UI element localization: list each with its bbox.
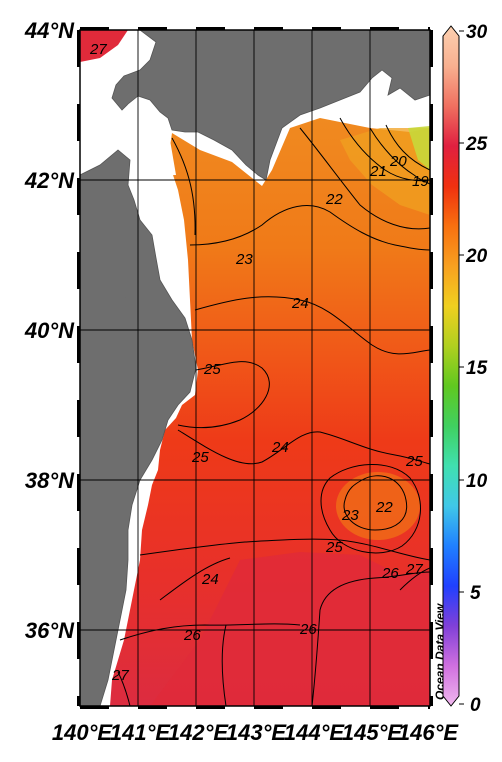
contour-label: 21	[369, 163, 387, 180]
land-island	[98, 236, 120, 262]
contour-label: 26	[299, 621, 317, 638]
frame-segment	[430, 622, 433, 659]
frame-segment	[196, 706, 225, 709]
contour-label: 27	[111, 667, 129, 684]
colorbar-label: 0	[470, 695, 481, 716]
lon-label: 143°E	[226, 720, 288, 745]
lon-label: 142°E	[168, 720, 230, 745]
contour-label: 23	[341, 507, 359, 524]
frame-segment	[430, 696, 433, 706]
colorbar-tick-marks	[459, 30, 464, 705]
contour-label: 20	[389, 153, 407, 170]
lat-label: 40°N	[24, 318, 75, 343]
colorbar-label: 30	[466, 22, 488, 43]
frame-segment	[77, 30, 80, 67]
frame-segment	[77, 696, 80, 706]
frame-segment	[428, 27, 430, 30]
frame-segment	[77, 252, 80, 289]
contour-label: 25	[405, 453, 423, 470]
frame-segment	[77, 326, 80, 363]
frame-segment	[138, 706, 167, 709]
colorbar-label: 25	[465, 134, 488, 155]
frame-segment	[430, 400, 433, 437]
contour-label: 19	[412, 173, 429, 190]
lon-labels: 140°E 141°E 142°E 143°E 144°E 145°E 146°…	[52, 720, 460, 745]
lon-label: 146°E	[398, 720, 460, 745]
frame-segment	[77, 622, 80, 659]
land-island-2	[118, 296, 132, 316]
frame-segment	[138, 27, 167, 30]
contour-label: 27	[89, 41, 107, 58]
contour-lines	[117, 117, 430, 706]
colorbar-gradient	[442, 25, 460, 707]
frame-segment	[77, 548, 80, 585]
contour-label: 26	[381, 565, 399, 582]
frame-segment	[430, 474, 433, 511]
sst-warm-band	[150, 552, 430, 706]
tsugaru-strait	[128, 140, 176, 176]
contour-labels: 27 21 20 19 22 23 24 25 25 24 25 23 22 2…	[89, 41, 429, 684]
colorbar-label: 20	[465, 246, 488, 267]
frame-segment	[430, 252, 433, 289]
frame-segment	[430, 178, 433, 215]
lon-label: 140°E	[52, 720, 114, 745]
frame-segment	[80, 706, 109, 709]
contour-label: 25	[191, 449, 209, 466]
frame-segment	[254, 706, 283, 709]
colorbar-label: 5	[470, 583, 481, 604]
lat-label: 42°N	[24, 168, 75, 193]
contour-label: 25	[203, 361, 221, 378]
lat-labels: 44°N 42°N 40°N 38°N 36°N	[24, 18, 75, 643]
contour-label: 22	[325, 191, 343, 208]
contour-label: 27	[405, 561, 423, 578]
lon-label: 145°E	[342, 720, 404, 745]
contour-label: 24	[291, 295, 309, 312]
frame-segment	[77, 474, 80, 511]
lon-label: 144°E	[284, 720, 346, 745]
sst-cool-patch-2	[408, 126, 430, 170]
frame-segment	[430, 548, 433, 585]
lon-label: 141°E	[110, 720, 172, 745]
frame-segment	[430, 326, 433, 363]
frame-segment	[428, 706, 430, 709]
frame-segment	[370, 27, 399, 30]
frame-ticks	[77, 27, 433, 709]
frame-segment	[254, 27, 283, 30]
frame-segment	[370, 706, 399, 709]
lat-label: 36°N	[25, 618, 75, 643]
frame-segment	[77, 104, 80, 141]
frame-segment	[312, 27, 341, 30]
frame-segment	[77, 400, 80, 437]
frame-segment	[77, 178, 80, 215]
contour-label: 24	[201, 571, 219, 588]
contour-label: 25	[325, 539, 343, 556]
colorbar-label: 10	[466, 471, 488, 492]
frame-segment	[80, 27, 109, 30]
graticule	[80, 30, 430, 706]
colorbar-label: 15	[466, 358, 488, 379]
sst-warm-spot	[80, 30, 128, 62]
contour-label: 26	[183, 627, 201, 644]
frame-segment	[430, 30, 433, 67]
land-hokkaido	[111, 30, 430, 181]
frame-segment	[430, 104, 433, 141]
contour-label: 24	[271, 439, 289, 456]
lat-label: 38°N	[25, 468, 75, 493]
frame-segment	[312, 706, 341, 709]
colorbar: 30 25 20 15 10 5 0	[442, 22, 488, 716]
frame-segment	[196, 27, 225, 30]
contour-label: 22	[375, 499, 393, 516]
lat-label: 44°N	[24, 18, 75, 43]
contour-label: 23	[235, 251, 253, 268]
